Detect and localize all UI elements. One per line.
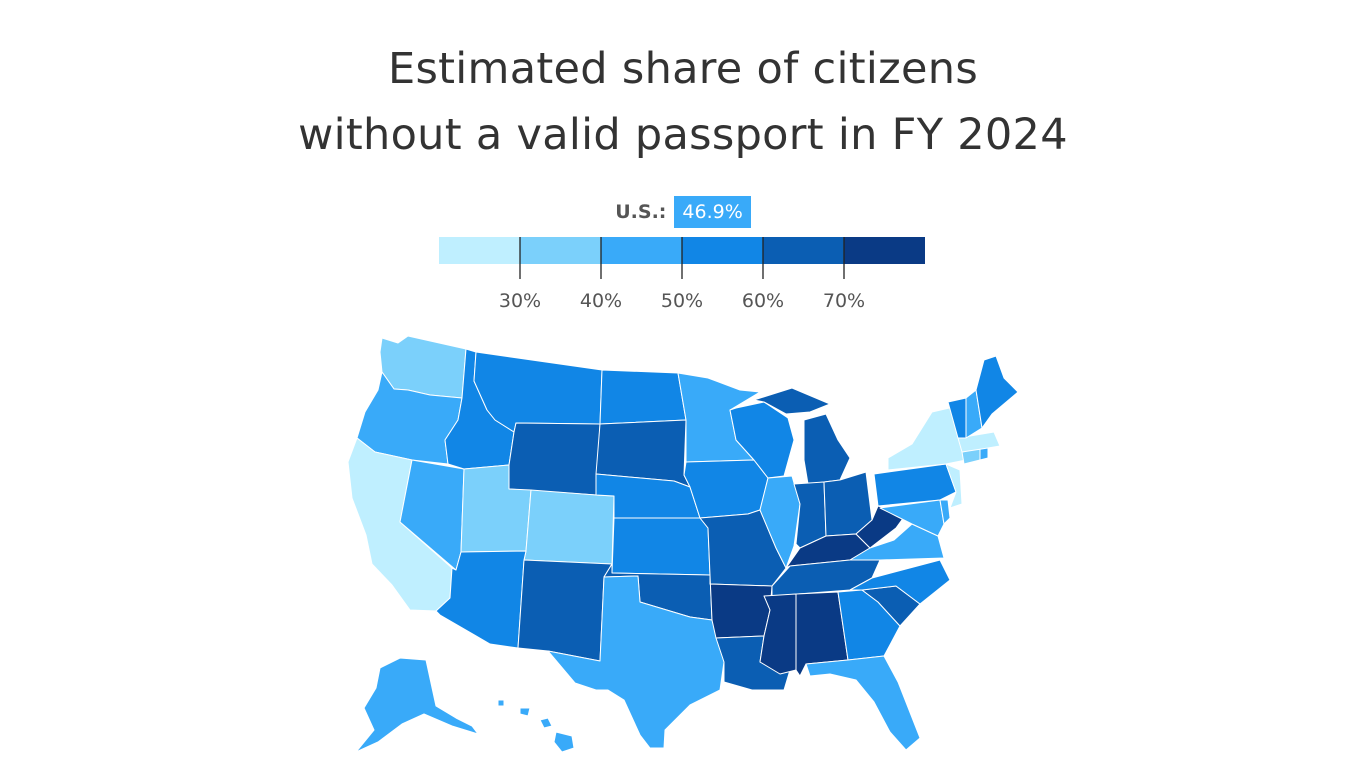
legend-tick-label-3: 60% [742, 290, 784, 312]
legend-swatch-4 [763, 237, 845, 264]
legend-swatch-3 [682, 237, 764, 264]
state-delaware [939, 499, 951, 525]
title-line-2: without a valid passport in FY 2024 [298, 110, 1068, 160]
legend-tick-label-1: 40% [580, 290, 622, 312]
legend-swatch-2 [601, 237, 683, 264]
state-rhode-island [979, 447, 989, 461]
legend-tick-label-2: 50% [661, 290, 703, 312]
state-new-jersey [945, 463, 963, 509]
state-alaska [355, 657, 479, 753]
legend-tick-label-0: 30% [499, 290, 541, 312]
state-texas [547, 575, 725, 749]
state-missouri [699, 509, 787, 587]
state-wyoming [508, 422, 601, 496]
state-michigan [753, 387, 851, 485]
state-illinois [759, 475, 801, 569]
state-florida [805, 655, 921, 751]
legend-tick-label-4: 70% [823, 290, 865, 312]
us-average-value: 46.9% [674, 196, 751, 228]
color-legend: 30% 40% 50% 60% 70% [439, 237, 925, 317]
legend-scale: 30% 40% 50% 60% 70% [439, 237, 925, 312]
us-average-label: U.S.: [615, 201, 667, 223]
state-arizona [435, 550, 527, 649]
state-maine [975, 355, 1019, 429]
us-average: U.S.: 46.9% [0, 196, 1366, 228]
state-hawaii [497, 699, 575, 753]
state-north-dakota [599, 369, 687, 425]
state-north-carolina [849, 559, 951, 605]
state-colorado [523, 489, 615, 565]
state-kansas [611, 517, 711, 576]
legend-swatch-5 [844, 237, 925, 264]
title-line-1: Estimated share of citizens [387, 44, 979, 94]
legend-swatch-1 [520, 237, 602, 264]
chart-title: Estimated share of citizens without a va… [0, 36, 1366, 168]
state-new-mexico [517, 559, 613, 662]
legend-swatch-0 [439, 237, 521, 264]
